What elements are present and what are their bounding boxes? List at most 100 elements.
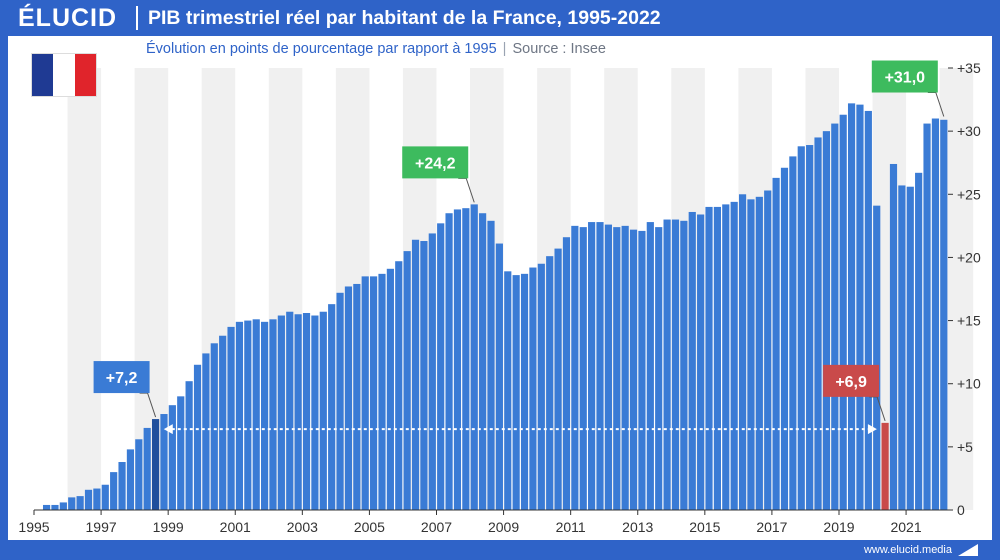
- bar: [764, 190, 772, 511]
- bar: [613, 227, 621, 510]
- bar: [143, 427, 151, 510]
- bar: [495, 243, 503, 510]
- y-tick-label: +10: [957, 376, 981, 392]
- x-tick-label: 2013: [622, 519, 653, 535]
- bar: [688, 211, 696, 511]
- bar: [537, 263, 545, 510]
- bar: [302, 312, 311, 510]
- x-tick-label: 2017: [756, 519, 787, 535]
- bar: [898, 185, 906, 510]
- site-link[interactable]: www.elucid.media: [863, 544, 952, 556]
- x-tick-label: 1997: [86, 519, 117, 535]
- bar: [554, 248, 562, 511]
- bar: [227, 326, 235, 510]
- y-tick-label: +15: [957, 313, 981, 329]
- bar: [822, 131, 831, 510]
- bar: [470, 204, 478, 511]
- flag-blue-stripe: [32, 54, 54, 96]
- x-tick-label: 2021: [890, 519, 921, 535]
- bar: [235, 321, 244, 510]
- bar: [51, 504, 59, 510]
- elucid-mark-icon: [958, 544, 978, 556]
- source-text: Source : Insee: [512, 41, 606, 57]
- bar: [520, 273, 529, 510]
- subtitle-divider: |: [502, 41, 507, 57]
- annotation-box: [823, 364, 880, 397]
- x-tick-label: 1995: [18, 519, 49, 535]
- bar: [193, 364, 202, 510]
- bar: [110, 472, 118, 510]
- annotation-label: +6,9: [835, 374, 867, 391]
- year-band: [67, 68, 102, 510]
- bar: [562, 237, 571, 511]
- bar: [940, 119, 948, 510]
- bar: [655, 227, 663, 510]
- bar: [814, 137, 822, 510]
- header-separator: [136, 6, 138, 30]
- x-tick-label: 2015: [689, 519, 720, 535]
- bar-chart: 0 +5 +10 +15 +20 +25 +30 +35 1995 1997 1999 2001 200…: [18, 60, 981, 535]
- y-tick-label: +5: [957, 439, 973, 455]
- bar: [881, 422, 889, 510]
- bar: [671, 219, 680, 511]
- flag-red-stripe: [74, 54, 96, 96]
- bar: [864, 110, 872, 511]
- bar: [847, 103, 856, 511]
- bar: [93, 488, 101, 510]
- x-tick-label: 2007: [421, 519, 452, 535]
- bar: [646, 222, 654, 510]
- bar: [411, 239, 420, 510]
- bar: [889, 163, 898, 510]
- annotation-label: +7,2: [106, 370, 138, 387]
- bar: [395, 261, 403, 510]
- bar: [294, 314, 302, 510]
- elucid-logo[interactable]: ÉLUCID: [18, 4, 118, 32]
- bar: [328, 304, 336, 510]
- bar: [185, 381, 193, 510]
- bar: [579, 227, 587, 510]
- y-tick-label: +20: [957, 249, 981, 265]
- bar: [269, 319, 277, 510]
- bar: [713, 206, 721, 510]
- bar: [135, 439, 143, 510]
- bar: [252, 319, 260, 510]
- bar: [529, 267, 537, 510]
- bar: [160, 414, 168, 510]
- bar: [722, 204, 730, 511]
- bar: [588, 222, 596, 510]
- bar: [629, 229, 638, 510]
- x-tick-label: 2019: [823, 519, 854, 535]
- bar: [202, 353, 210, 510]
- x-tick-label: 2003: [287, 519, 318, 535]
- bar: [42, 504, 51, 510]
- bar: [101, 484, 109, 510]
- bar: [445, 213, 453, 510]
- bar: [420, 241, 428, 511]
- bar: [344, 286, 353, 510]
- footer: www.elucid.media: [0, 540, 1000, 560]
- bar: [76, 496, 84, 510]
- bar: [177, 396, 185, 510]
- bar: [118, 462, 126, 510]
- bar: [755, 196, 763, 510]
- bar: [730, 201, 738, 510]
- bar: [479, 213, 487, 510]
- bar: [336, 292, 344, 510]
- bar: [915, 172, 923, 510]
- bar: [680, 220, 688, 510]
- bar: [705, 206, 713, 510]
- bar: [638, 230, 646, 510]
- annotation-label: +24,2: [415, 155, 456, 172]
- bar: [386, 268, 394, 510]
- bar: [453, 209, 462, 510]
- france-flag-icon: [32, 54, 96, 96]
- x-tick-label: 2001: [220, 519, 251, 535]
- annotation-box: [402, 146, 469, 179]
- bar: [462, 208, 470, 511]
- bar: [126, 449, 135, 510]
- bar: [286, 311, 294, 510]
- bar: [797, 146, 805, 510]
- flag-white-stripe: [53, 54, 75, 96]
- bar: [873, 205, 881, 510]
